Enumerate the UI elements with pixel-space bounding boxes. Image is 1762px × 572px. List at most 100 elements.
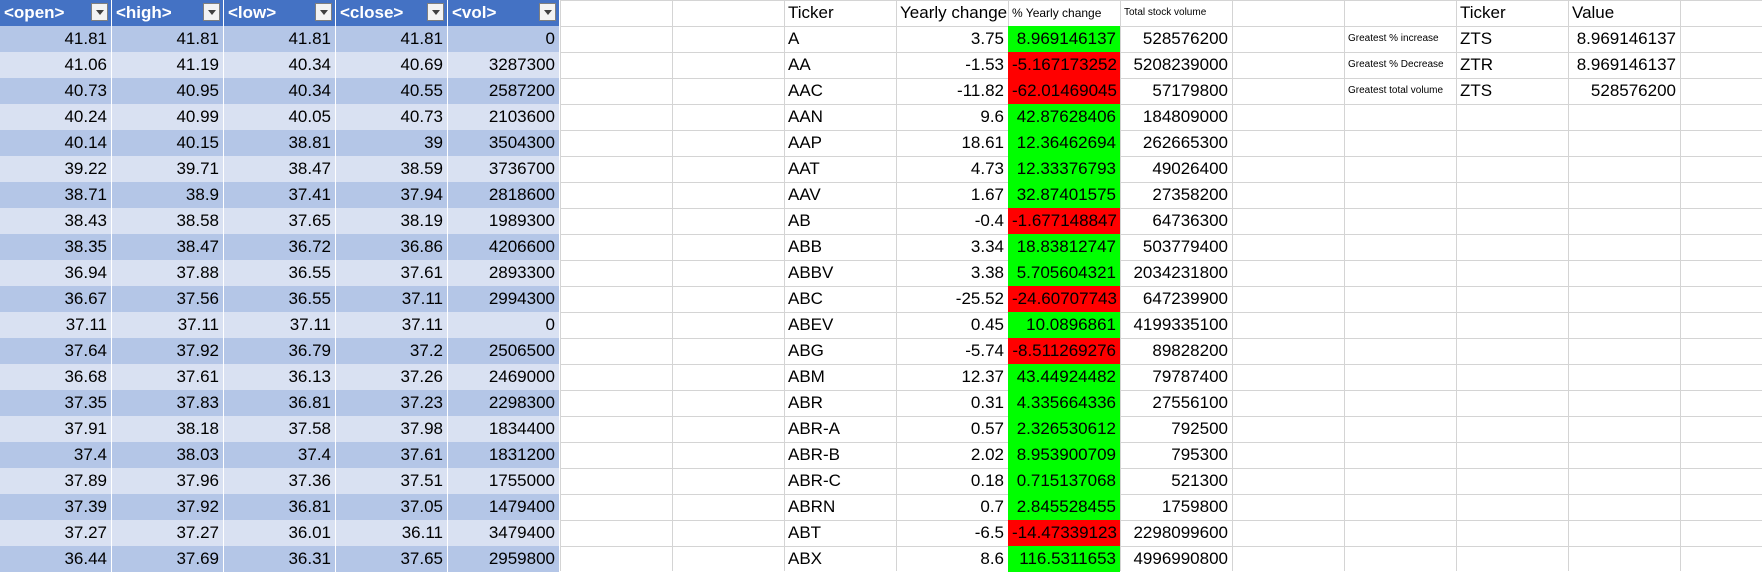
- volume-cell[interactable]: 89828200: [1152, 341, 1228, 360]
- table-cell[interactable]: 37.11: [0, 312, 112, 338]
- table-cell[interactable]: 37.88: [112, 260, 224, 286]
- volume-cell[interactable]: 792500: [1171, 419, 1228, 438]
- table-cell[interactable]: 2959800: [448, 546, 560, 572]
- pct-change-cell[interactable]: 12.36462694: [1008, 130, 1120, 156]
- table-cell[interactable]: 3736700: [448, 156, 560, 182]
- pct-change-cell[interactable]: 43.44924482: [1008, 364, 1120, 390]
- yearly-change-cell[interactable]: 0.31: [970, 393, 1004, 412]
- table-cell[interactable]: 37.96: [112, 468, 224, 494]
- table-cell[interactable]: 1834400: [448, 416, 560, 442]
- table-cell[interactable]: 37.11: [224, 312, 336, 338]
- header-yearly-change[interactable]: Yearly change: [900, 3, 1008, 22]
- header-ticker[interactable]: Ticker: [788, 3, 834, 22]
- table-cell[interactable]: 36.55: [224, 260, 336, 286]
- table-cell[interactable]: 40.99: [112, 104, 224, 130]
- pct-change-cell[interactable]: 42.87628406: [1008, 104, 1120, 130]
- pct-change-cell[interactable]: 2.326530612: [1008, 416, 1120, 442]
- volume-cell[interactable]: 49026400: [1152, 159, 1228, 178]
- yearly-change-cell[interactable]: -6.5: [974, 523, 1004, 542]
- yearly-change-cell[interactable]: 2.02: [970, 445, 1004, 464]
- pct-change-cell[interactable]: -5.167173252: [1008, 52, 1120, 78]
- table-cell[interactable]: 37.91: [0, 416, 112, 442]
- table-cell[interactable]: 36.79: [224, 338, 336, 364]
- table-cell[interactable]: 3504300: [448, 130, 560, 156]
- table-cell[interactable]: 41.81: [0, 26, 112, 52]
- table-cell[interactable]: 40.73: [0, 78, 112, 104]
- column-header[interactable]: <low>: [224, 0, 336, 26]
- table-cell[interactable]: 37.89: [0, 468, 112, 494]
- header-total-stock-volume[interactable]: Total stock volume: [1124, 7, 1207, 18]
- table-cell[interactable]: 36.01: [224, 520, 336, 546]
- table-cell[interactable]: 36.31: [224, 546, 336, 572]
- table-cell[interactable]: 38.47: [112, 234, 224, 260]
- ticker-cell[interactable]: AAN: [788, 107, 823, 126]
- pct-change-cell[interactable]: -62.01469045: [1008, 78, 1120, 104]
- ticker-cell[interactable]: ABEV: [788, 315, 834, 334]
- table-cell[interactable]: 38.18: [112, 416, 224, 442]
- table-cell[interactable]: 36.11: [336, 520, 448, 546]
- table-cell[interactable]: 37.41: [224, 182, 336, 208]
- yearly-change-cell[interactable]: 18.61: [961, 133, 1004, 152]
- table-cell[interactable]: 1479400: [448, 494, 560, 520]
- table-cell[interactable]: 36.13: [224, 364, 336, 390]
- table-cell[interactable]: 37.61: [336, 442, 448, 468]
- yearly-change-cell[interactable]: 1.67: [970, 185, 1004, 204]
- table-cell[interactable]: 37.94: [336, 182, 448, 208]
- table-cell[interactable]: 40.15: [112, 130, 224, 156]
- table-cell[interactable]: 2506500: [448, 338, 560, 364]
- table-cell[interactable]: 37.98: [336, 416, 448, 442]
- filter-dropdown-icon[interactable]: [315, 3, 332, 21]
- table-cell[interactable]: 37.4: [224, 442, 336, 468]
- table-cell[interactable]: 37.61: [336, 260, 448, 286]
- ticker-cell[interactable]: AAP: [788, 133, 823, 152]
- column-header[interactable]: <vol>: [448, 0, 560, 26]
- filter-dropdown-icon[interactable]: [91, 3, 108, 21]
- table-cell[interactable]: 40.69: [336, 52, 448, 78]
- yearly-change-cell[interactable]: 0.57: [970, 419, 1004, 438]
- volume-cell[interactable]: 4996990800: [1133, 549, 1228, 568]
- table-cell[interactable]: 38.35: [0, 234, 112, 260]
- table-cell[interactable]: 38.58: [112, 208, 224, 234]
- table-cell[interactable]: 1989300: [448, 208, 560, 234]
- table-cell[interactable]: 37.65: [224, 208, 336, 234]
- table-cell[interactable]: 38.47: [224, 156, 336, 182]
- table-cell[interactable]: 41.06: [0, 52, 112, 78]
- table-cell[interactable]: 37.83: [112, 390, 224, 416]
- volume-cell[interactable]: 5208239000: [1133, 55, 1228, 74]
- table-cell[interactable]: 37.92: [112, 494, 224, 520]
- column-header[interactable]: <open>: [0, 0, 112, 26]
- volume-cell[interactable]: 4199335100: [1133, 315, 1228, 334]
- yearly-change-cell[interactable]: 0.45: [970, 315, 1004, 334]
- table-cell[interactable]: 4206600: [448, 234, 560, 260]
- yearly-change-cell[interactable]: 0.18: [970, 471, 1004, 490]
- table-cell[interactable]: 2298300: [448, 390, 560, 416]
- ticker-cell[interactable]: ABC: [788, 289, 823, 308]
- table-cell[interactable]: 37.64: [0, 338, 112, 364]
- volume-cell[interactable]: 647239900: [1142, 289, 1228, 308]
- table-cell[interactable]: 39.71: [112, 156, 224, 182]
- table-cell[interactable]: 38.9: [112, 182, 224, 208]
- volume-cell[interactable]: 795300: [1171, 445, 1228, 464]
- table-cell[interactable]: 39.22: [0, 156, 112, 182]
- table-cell[interactable]: 38.19: [336, 208, 448, 234]
- table-cell[interactable]: 3479400: [448, 520, 560, 546]
- table-cell[interactable]: 40.55: [336, 78, 448, 104]
- table-cell[interactable]: 40.24: [0, 104, 112, 130]
- table-cell[interactable]: 37.11: [112, 312, 224, 338]
- table-cell[interactable]: 40.95: [112, 78, 224, 104]
- yearly-change-cell[interactable]: 8.6: [980, 549, 1004, 568]
- volume-cell[interactable]: 27556100: [1152, 393, 1228, 412]
- table-cell[interactable]: 37.39: [0, 494, 112, 520]
- volume-cell[interactable]: 521300: [1171, 471, 1228, 490]
- table-cell[interactable]: 37.56: [112, 286, 224, 312]
- pct-change-cell[interactable]: 5.705604321: [1008, 260, 1120, 286]
- ticker-cell[interactable]: ABR: [788, 393, 823, 412]
- table-cell[interactable]: 37.11: [336, 286, 448, 312]
- pct-change-cell[interactable]: -1.677148847: [1008, 208, 1120, 234]
- table-cell[interactable]: 37.35: [0, 390, 112, 416]
- pct-change-cell[interactable]: 4.335664336: [1008, 390, 1120, 416]
- yearly-change-cell[interactable]: -0.4: [974, 211, 1004, 230]
- table-cell[interactable]: 37.51: [336, 468, 448, 494]
- greatest-header-value[interactable]: Value: [1572, 3, 1615, 22]
